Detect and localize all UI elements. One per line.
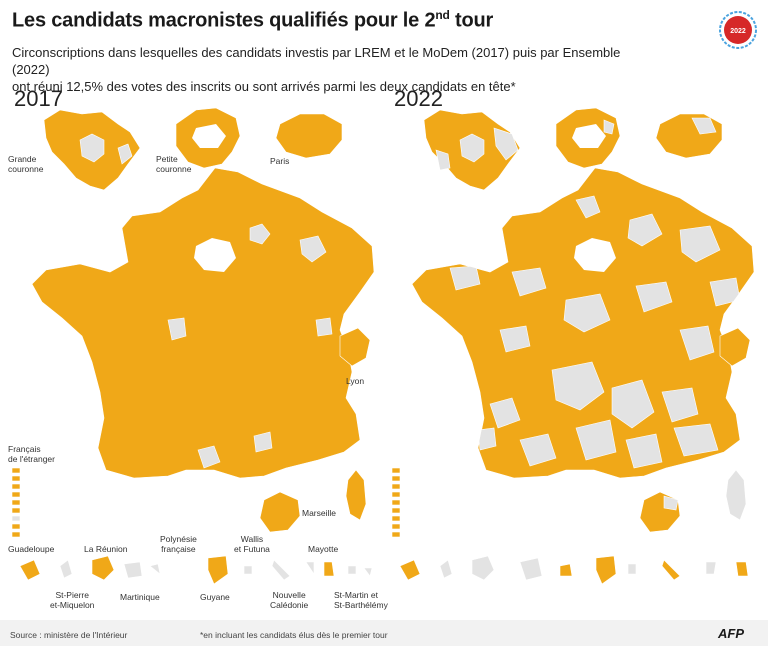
year-2017-label: 2017 bbox=[14, 86, 63, 111]
label-caledonie: Nouvelle Calédonie bbox=[270, 590, 309, 610]
afp-logo: AFP bbox=[718, 626, 744, 641]
label-francais-etranger: Français de l'étranger bbox=[8, 444, 55, 464]
marseille-2017 bbox=[259, 491, 301, 533]
badge-text: 2022 bbox=[730, 28, 746, 35]
year-2022-label: 2022 bbox=[394, 86, 443, 111]
corsica-2022 bbox=[725, 469, 747, 521]
label-lyon: Lyon bbox=[346, 376, 365, 386]
label-mayotte: Mayotte bbox=[308, 544, 339, 554]
subtitle: Circonscriptions dans lesquelles des can… bbox=[12, 44, 652, 95]
marseille-2022 bbox=[639, 491, 681, 533]
label-guyane: Guyane bbox=[200, 592, 230, 602]
source-text: Source : ministère de l'Intérieur bbox=[10, 630, 128, 640]
overseas-2017 bbox=[19, 555, 373, 585]
label-reunion: La Réunion bbox=[84, 544, 128, 554]
label-grande-couronne: Grande couronne bbox=[8, 154, 44, 174]
label-polynesie: Polynésie française bbox=[160, 534, 197, 554]
label-paris: Paris bbox=[270, 156, 290, 166]
label-marseille: Marseille bbox=[302, 508, 337, 518]
lyon-2017 bbox=[339, 327, 371, 367]
map-2022 bbox=[391, 107, 755, 585]
label-stpierre: St-Pierre et-Miquelon bbox=[50, 590, 95, 610]
maps-canvas bbox=[11, 107, 755, 585]
overseas-2022 bbox=[399, 555, 749, 585]
label-guadeloupe: Guadeloupe bbox=[8, 544, 55, 554]
page-title: Les candidats macronistes qualifiés pour… bbox=[12, 8, 494, 32]
map-2017 bbox=[11, 107, 375, 585]
paris-2022 bbox=[655, 113, 723, 159]
label-stmartin: St-Martin et St-Barthélémy bbox=[334, 590, 388, 610]
footnote-text: *en incluant les candidats élus dès le p… bbox=[200, 630, 388, 640]
footer-bar bbox=[0, 620, 768, 646]
subtitle-line-2: ont réuni 12,5% des votes des inscrits o… bbox=[12, 79, 516, 94]
francais-etranger-2022 bbox=[391, 467, 401, 538]
label-wallis: Wallis et Futuna bbox=[234, 534, 270, 554]
label-martinique: Martinique bbox=[120, 592, 160, 602]
year-badge: 2022 bbox=[719, 11, 757, 49]
corsica-2017 bbox=[345, 469, 367, 521]
francais-etranger-2017 bbox=[11, 467, 21, 538]
subtitle-line-1: Circonscriptions dans lesquelles des can… bbox=[12, 45, 621, 77]
paris-2017 bbox=[275, 113, 343, 159]
lyon-2022 bbox=[719, 327, 751, 367]
label-petite-couronne: Petite couronne bbox=[156, 154, 192, 174]
